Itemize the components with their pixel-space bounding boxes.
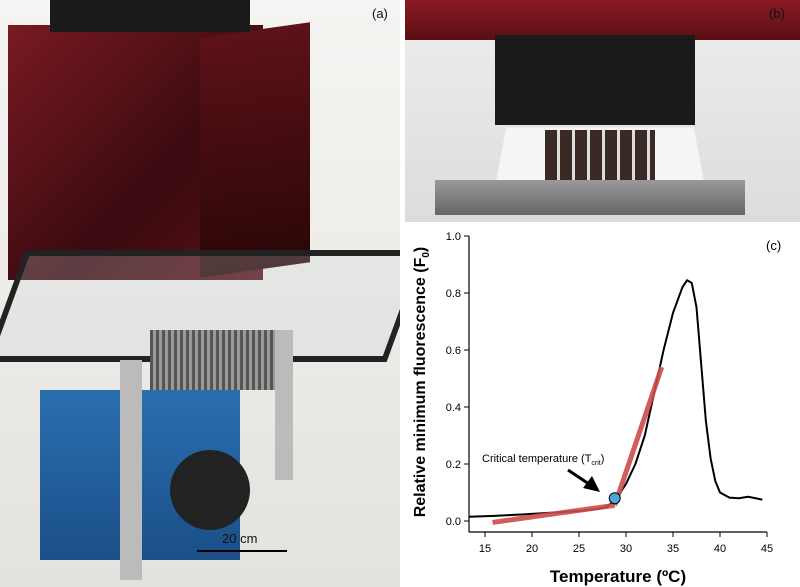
panel-label-c: (c) (766, 238, 781, 253)
x-tick-label: 45 (761, 543, 773, 555)
y-axis-label: Relative minimum fluorescence (F0) (412, 247, 432, 518)
photo-panel-b: (b) (405, 0, 800, 222)
y-tick-label: 0.0 (446, 516, 461, 528)
fit-line (492, 502, 616, 525)
y-tick-label: 0.2 (446, 459, 461, 471)
frame-leg-left (120, 360, 142, 580)
heat-block (150, 330, 280, 390)
fluorescence-curve (468, 279, 763, 518)
frame-base (435, 180, 745, 215)
y-tick-label: 0.4 (446, 402, 461, 414)
panel-label-b: (b) (769, 6, 785, 21)
camera-top (50, 0, 250, 32)
frame-leg-right (275, 330, 293, 480)
y-tick-label: 0.6 (446, 345, 461, 357)
arrow-head (583, 476, 600, 492)
x-tick-label: 40 (714, 543, 726, 555)
tcrit-annotation: Critical temperature (Tcrit) (482, 453, 604, 467)
panel-label-a: (a) (372, 6, 388, 21)
x-axis-label: Temperature (ºC) (550, 567, 686, 586)
fit-line (612, 366, 665, 507)
fluorescence-chart: 15 20 25 30 35 40 45 0.0 0.2 0.4 0.6 0.8 1.0 (c) Tem… (412, 231, 781, 586)
tcrit-marker (608, 492, 621, 505)
fan (170, 450, 250, 530)
y-tick-label: 0.8 (446, 288, 461, 300)
back-panel (495, 35, 695, 125)
x-tick-label: 30 (620, 543, 632, 555)
x-tick-label: 20 (526, 543, 538, 555)
scale-bar-label: 20 cm (222, 531, 258, 546)
photo-panel-a: 20 cm (a) (0, 0, 400, 587)
cover-side (200, 22, 310, 278)
y-tick-label: 1.0 (446, 231, 461, 243)
x-tick-label: 35 (667, 543, 679, 555)
scale-bar (197, 550, 287, 552)
x-tick-label: 15 (479, 543, 491, 555)
x-tick-label: 25 (573, 543, 585, 555)
red-cover-flaps (405, 0, 800, 40)
leaf-samples (545, 130, 655, 185)
